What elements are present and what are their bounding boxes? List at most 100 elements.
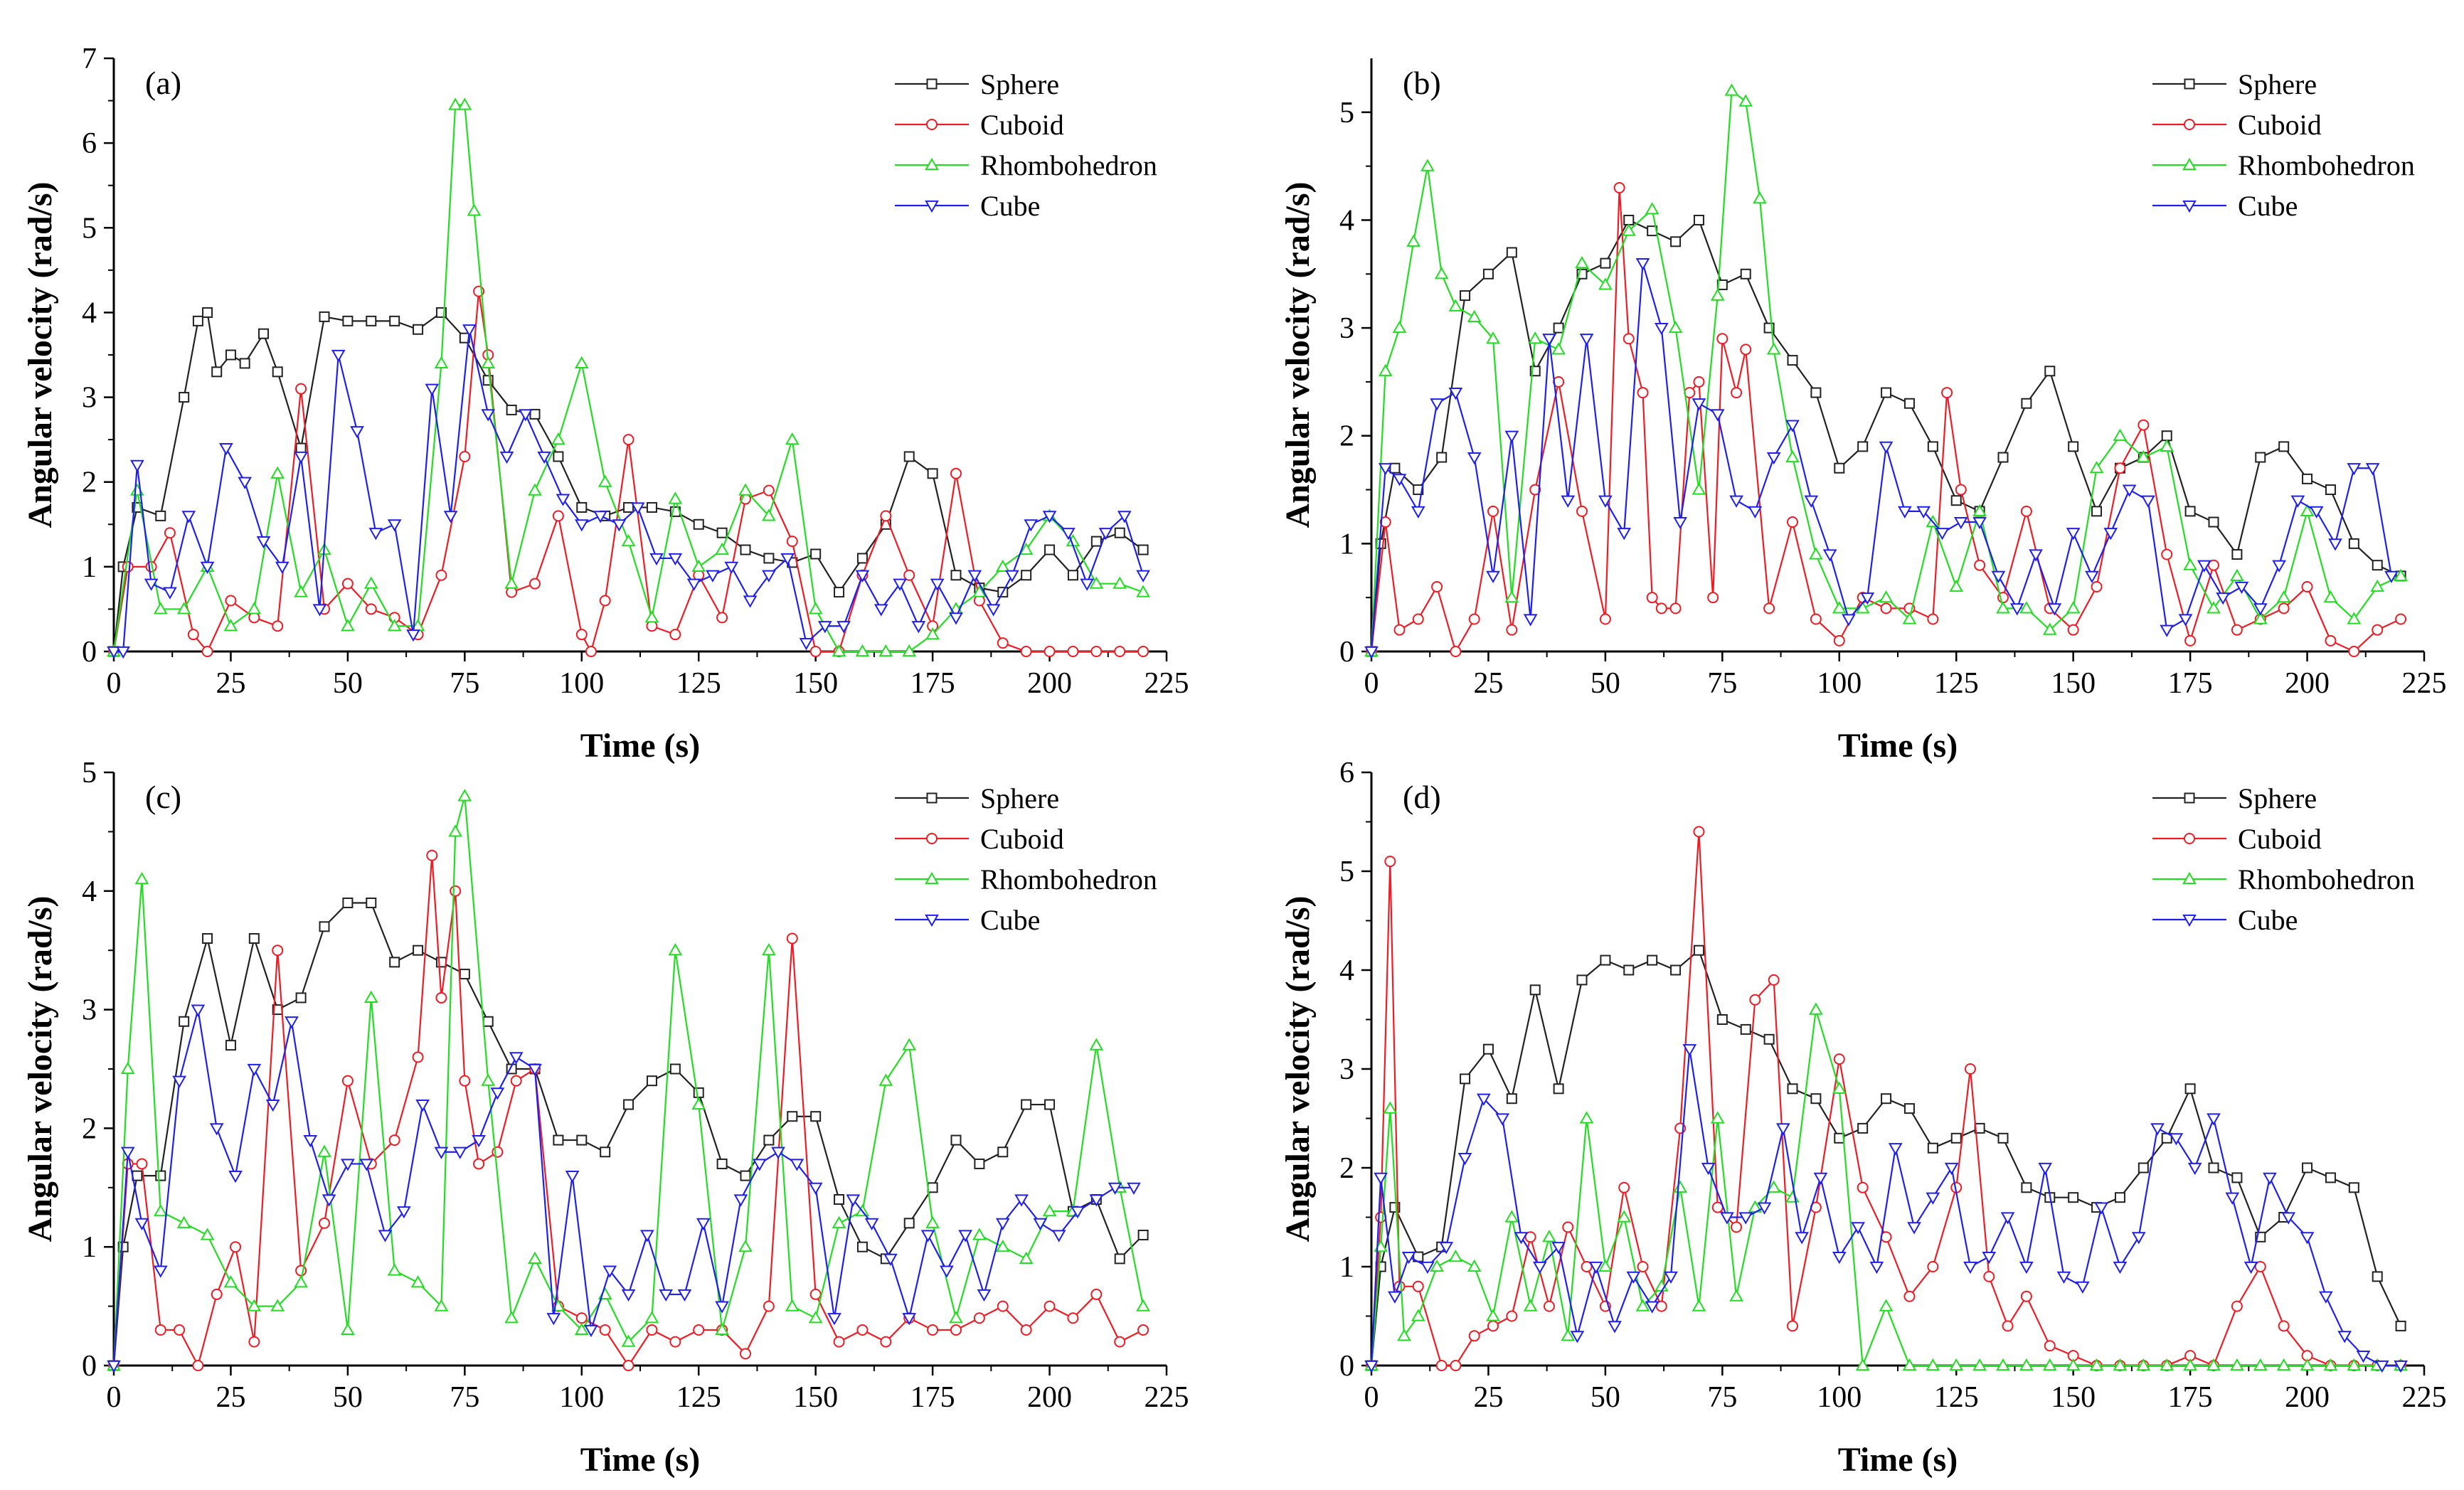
- x-tick-label: 200: [1027, 667, 1072, 700]
- legend-marker: [2184, 833, 2195, 844]
- data-point: [378, 1230, 393, 1242]
- data-point: [1033, 1218, 1048, 1230]
- data-point: [2278, 1320, 2290, 1332]
- series-cube: [1364, 1044, 2408, 1373]
- data-point: [473, 1158, 485, 1170]
- data-point: [191, 1004, 206, 1017]
- data-point: [2066, 528, 2081, 541]
- data-point: [644, 610, 659, 623]
- data-point: [2325, 1172, 2336, 1183]
- y-tick-label: 5: [1339, 97, 1354, 129]
- x-tick-label: 50: [1591, 667, 1620, 700]
- data-point: [856, 553, 868, 564]
- x-tick-label: 100: [559, 1381, 604, 1414]
- data-point: [1804, 495, 1819, 508]
- data-point: [1044, 1099, 1056, 1110]
- data-point: [1621, 223, 1636, 236]
- legend-marker: [2184, 119, 2195, 130]
- data-point: [341, 578, 354, 590]
- data-point: [2089, 461, 2104, 474]
- data-point: [949, 612, 963, 625]
- data-point: [1860, 592, 1875, 605]
- data-point: [457, 789, 472, 802]
- y-tick-label: 3: [82, 994, 97, 1027]
- data-point: [1693, 944, 1704, 956]
- data-point: [925, 627, 940, 640]
- data-point: [537, 451, 552, 464]
- data-point: [387, 1263, 402, 1276]
- data-point: [1523, 614, 1538, 627]
- legend-label: Cube: [2238, 190, 2298, 222]
- data-point: [1108, 1182, 1122, 1195]
- data-point: [553, 1134, 564, 1146]
- legend-label: Cube: [980, 190, 1040, 222]
- data-point: [2394, 568, 2408, 581]
- data-point: [482, 1016, 494, 1027]
- data-point: [2231, 624, 2243, 636]
- data-point: [1655, 602, 1667, 614]
- x-tick-label: 150: [2051, 667, 2096, 700]
- data-point: [452, 1146, 467, 1159]
- y-tick-label: 4: [82, 297, 97, 329]
- data-point: [716, 527, 728, 538]
- data-point: [2384, 570, 2399, 583]
- data-point: [201, 646, 213, 657]
- data-point: [2348, 646, 2360, 657]
- data-point: [1551, 1242, 1566, 1255]
- data-point: [2161, 430, 2172, 442]
- y-tick-label: 2: [1339, 1152, 1354, 1185]
- data-point: [1832, 601, 1847, 614]
- data-point: [1785, 449, 1800, 463]
- data-point: [972, 585, 987, 597]
- data-point: [2272, 560, 2286, 573]
- data-point: [1879, 590, 1894, 603]
- data-point: [893, 578, 907, 591]
- data-point: [202, 307, 213, 318]
- data-point: [1996, 601, 2010, 614]
- data-point: [1486, 331, 1500, 344]
- data-point: [1766, 452, 1781, 465]
- series-cuboid: [108, 285, 1149, 657]
- data-point: [1136, 585, 1150, 597]
- x-tick-label: 75: [1707, 667, 1737, 700]
- x-tick-label: 200: [2285, 667, 2330, 700]
- y-axis-title: Angular velocity (rad/s): [21, 181, 59, 528]
- data-point: [855, 570, 870, 582]
- data-point: [331, 349, 346, 363]
- data-point: [1833, 634, 1845, 646]
- data-point: [1542, 1230, 1556, 1242]
- data-point: [809, 1288, 822, 1300]
- y-tick-label: 3: [82, 382, 97, 415]
- data-point: [771, 1146, 785, 1159]
- data-point: [2131, 1232, 2146, 1245]
- legend-label: Sphere: [2238, 68, 2317, 100]
- legend: Sphere Cuboid Rhombohedron Cube: [2152, 68, 2415, 222]
- data-point: [927, 1324, 939, 1336]
- data-point: [2197, 560, 2211, 573]
- data-point: [317, 1144, 331, 1157]
- data-point: [1114, 1336, 1126, 1348]
- data-point: [1136, 1299, 1150, 1311]
- data-point: [202, 933, 213, 944]
- data-point: [743, 595, 758, 608]
- data-point: [2323, 590, 2338, 603]
- data-point: [1881, 1093, 1892, 1105]
- legend-label: Rhombohedron: [2238, 149, 2415, 181]
- data-point: [1857, 1122, 1869, 1134]
- data-point: [810, 548, 822, 560]
- series-cuboid: [1366, 181, 2407, 657]
- data-point: [294, 1275, 308, 1288]
- data-point: [856, 1324, 869, 1336]
- data-point: [1529, 984, 1541, 996]
- data-point: [1067, 646, 1079, 657]
- data-point: [1051, 1230, 1066, 1242]
- data-point: [365, 603, 377, 615]
- data-point: [927, 1182, 938, 1193]
- data-point: [762, 570, 776, 582]
- legend-marker: [2184, 792, 2195, 804]
- data-point: [406, 629, 420, 642]
- data-point: [163, 587, 177, 600]
- data-point: [1067, 1312, 1079, 1324]
- data-point: [1019, 542, 1034, 555]
- data-point: [1448, 1249, 1463, 1262]
